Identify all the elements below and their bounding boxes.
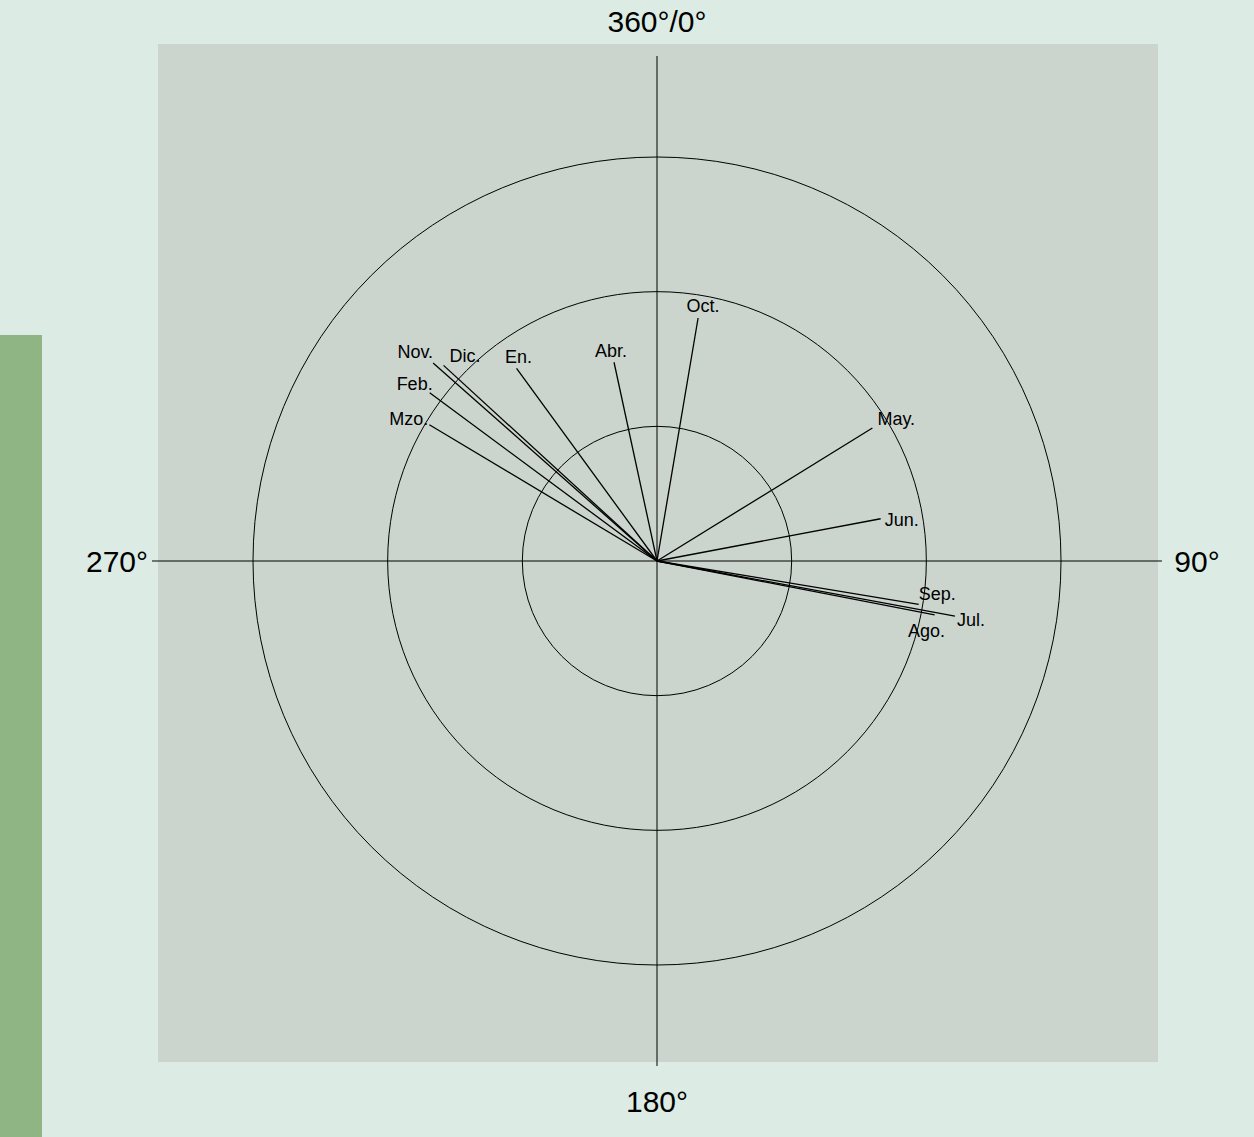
- month-label: Ago.: [908, 621, 945, 641]
- month-label: Nov.: [397, 342, 433, 362]
- angle-line: [657, 561, 658, 1066]
- direction-line: [614, 362, 657, 561]
- month-label: Abr.: [595, 341, 627, 361]
- angle-label: 270°: [86, 545, 148, 578]
- angle-line: [657, 561, 1162, 562]
- map-background: [158, 44, 1158, 1062]
- month-label: May.: [877, 409, 915, 429]
- marks: [429, 318, 955, 616]
- direction-line: [657, 318, 698, 561]
- angle-label: 360°/0°: [607, 5, 706, 38]
- month-label: Mzo.: [389, 409, 428, 429]
- month-label: Jul.: [957, 610, 985, 630]
- angle-label: 90°: [1174, 545, 1219, 578]
- direction-line: [430, 393, 657, 561]
- angle-line: [657, 56, 658, 561]
- direction-line: [657, 561, 955, 616]
- angle-line: [152, 561, 657, 562]
- angle-label: 180°: [626, 1085, 688, 1118]
- direction-line: [444, 365, 657, 561]
- direction-line: [657, 561, 935, 615]
- chart: 360°/0° 90° 180° 270° En. Feb. Mzo. Abr. May. Jun…: [0, 0, 1254, 1137]
- month-label: Oct.: [687, 296, 720, 316]
- map-strip: [0, 335, 42, 1137]
- direction-line: [429, 425, 657, 561]
- month-label: Sep.: [919, 584, 956, 604]
- angle-axis: 360°/0° 90° 180° 270°: [86, 5, 1220, 1118]
- month-label: En.: [505, 347, 532, 367]
- month-label: Dic.: [450, 346, 481, 366]
- direction-line: [657, 561, 919, 604]
- month-label: Feb.: [397, 374, 433, 394]
- month-labels: En. Feb. Mzo. Abr. May. Jun. Jul. Ago. Sep. Oct. N…: [389, 296, 985, 641]
- month-label: Jun.: [885, 510, 919, 530]
- direction-line: [657, 519, 881, 561]
- direction-line: [433, 363, 657, 561]
